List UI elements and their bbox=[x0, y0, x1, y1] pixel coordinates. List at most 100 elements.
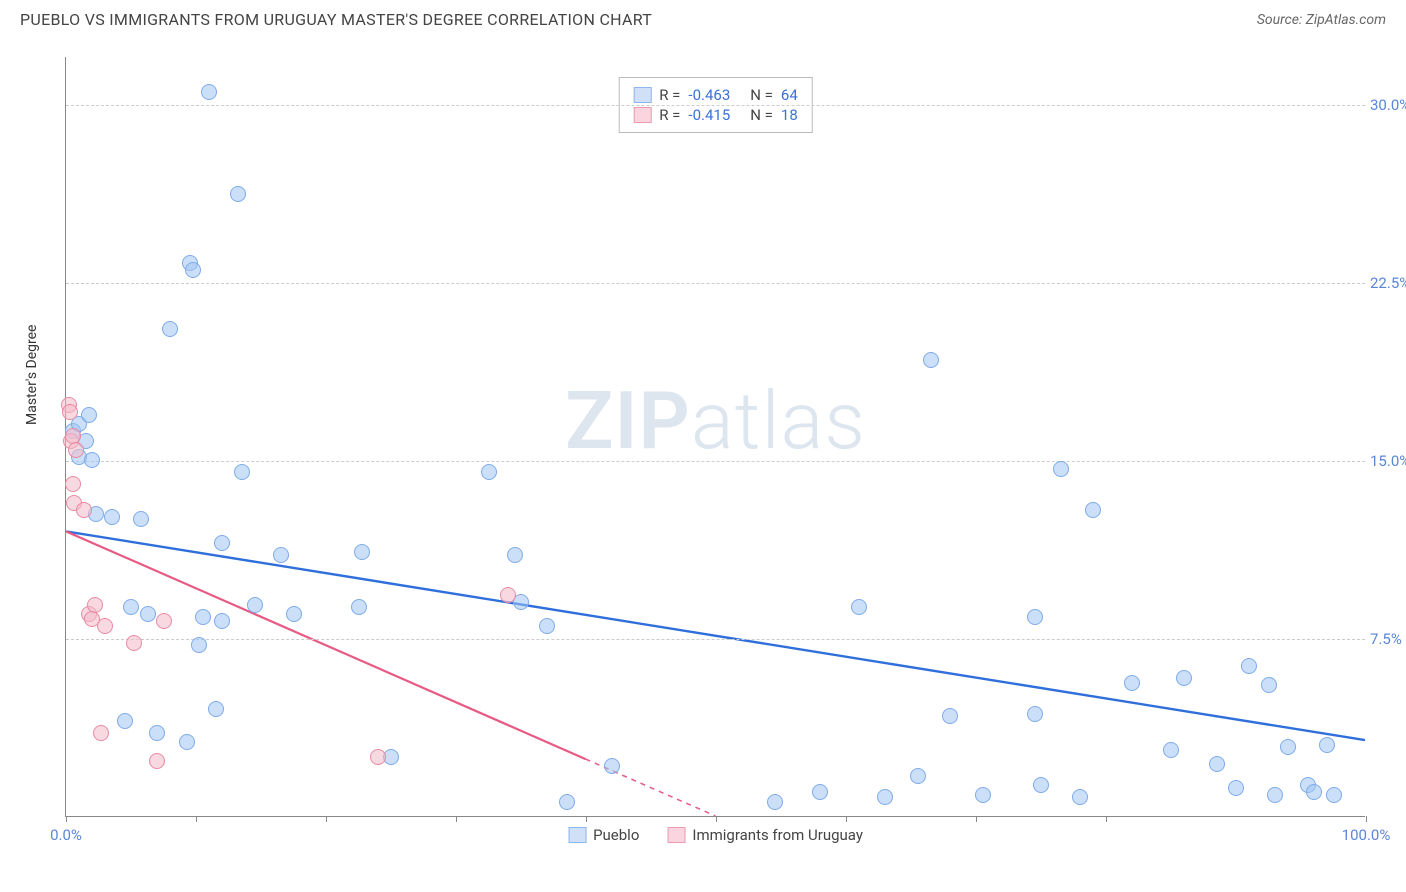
watermark-bold: ZIP bbox=[565, 374, 691, 468]
x-tick bbox=[456, 816, 457, 822]
y-axis-title: Master's Degree bbox=[24, 325, 40, 425]
legend-swatch bbox=[568, 827, 586, 843]
data-point bbox=[351, 599, 367, 615]
series-legend-label: Immigrants from Uruguay bbox=[692, 826, 863, 844]
series-legend: Pueblo Immigrants from Uruguay bbox=[568, 826, 863, 844]
data-point bbox=[195, 609, 211, 625]
data-point bbox=[149, 725, 165, 741]
legend-swatch bbox=[667, 827, 685, 843]
legend-n-value: 18 bbox=[781, 106, 798, 124]
data-point bbox=[117, 713, 133, 729]
x-tick bbox=[196, 816, 197, 822]
series-legend-label: Pueblo bbox=[593, 826, 639, 844]
data-point bbox=[68, 442, 84, 458]
x-tick bbox=[1106, 816, 1107, 822]
data-point bbox=[942, 708, 958, 724]
data-point bbox=[559, 794, 575, 810]
data-point bbox=[97, 618, 113, 634]
chart-header: PUEBLO VS IMMIGRANTS FROM URUGUAY MASTER… bbox=[0, 0, 1406, 37]
data-point bbox=[1306, 784, 1322, 800]
data-point bbox=[273, 547, 289, 563]
data-point bbox=[1176, 670, 1192, 686]
source-label: Source: ZipAtlas.com bbox=[1257, 12, 1386, 28]
x-tick-label: 100.0% bbox=[1342, 826, 1391, 844]
data-point bbox=[1053, 461, 1069, 477]
x-tick bbox=[1366, 816, 1367, 822]
data-point bbox=[81, 407, 97, 423]
data-point bbox=[286, 606, 302, 622]
data-point bbox=[1072, 789, 1088, 805]
data-point bbox=[1261, 677, 1277, 693]
legend-r-label: R = bbox=[659, 106, 680, 124]
legend-r-value: -0.463 bbox=[688, 86, 730, 104]
data-point bbox=[126, 635, 142, 651]
data-point bbox=[1228, 780, 1244, 796]
legend-n-value: 64 bbox=[781, 86, 798, 104]
data-point bbox=[133, 511, 149, 527]
data-point bbox=[208, 701, 224, 717]
legend-n-label: N = bbox=[750, 106, 773, 124]
data-point bbox=[214, 535, 230, 551]
x-tick bbox=[586, 816, 587, 822]
data-point bbox=[1085, 502, 1101, 518]
data-point bbox=[76, 502, 92, 518]
data-point bbox=[1267, 787, 1283, 803]
data-point bbox=[214, 613, 230, 629]
data-point bbox=[87, 597, 103, 613]
data-point bbox=[247, 597, 263, 613]
plot-area: ZIPatlas R =-0.463N =64R =-0.415N =18 Pu… bbox=[65, 57, 1365, 817]
y-tick-label: 15.0% bbox=[1370, 452, 1406, 470]
data-point bbox=[179, 734, 195, 750]
data-point bbox=[185, 262, 201, 278]
x-tick bbox=[976, 816, 977, 822]
data-point bbox=[975, 787, 991, 803]
series-legend-item: Pueblo bbox=[568, 826, 639, 844]
legend-n-label: N = bbox=[750, 86, 773, 104]
data-point bbox=[104, 509, 120, 525]
gridline bbox=[66, 461, 1365, 462]
data-point bbox=[1027, 706, 1043, 722]
data-point bbox=[1319, 737, 1335, 753]
data-point bbox=[93, 725, 109, 741]
data-point bbox=[481, 464, 497, 480]
data-point bbox=[1033, 777, 1049, 793]
series-legend-item: Immigrants from Uruguay bbox=[667, 826, 863, 844]
x-tick-label: 0.0% bbox=[50, 826, 82, 844]
legend-r-value: -0.415 bbox=[688, 106, 730, 124]
x-tick bbox=[326, 816, 327, 822]
data-point bbox=[923, 352, 939, 368]
gridline bbox=[66, 639, 1365, 640]
data-point bbox=[201, 84, 217, 100]
data-point bbox=[354, 544, 370, 560]
data-point bbox=[1027, 609, 1043, 625]
x-tick bbox=[66, 816, 67, 822]
data-point bbox=[370, 749, 386, 765]
data-point bbox=[812, 784, 828, 800]
data-point bbox=[500, 587, 516, 603]
data-point bbox=[156, 613, 172, 629]
y-tick-label: 7.5% bbox=[1370, 630, 1406, 648]
data-point bbox=[140, 606, 156, 622]
chart-container: Master's Degree ZIPatlas R =-0.463N =64R… bbox=[20, 37, 1386, 857]
data-point bbox=[162, 321, 178, 337]
data-point bbox=[191, 637, 207, 653]
data-point bbox=[1241, 658, 1257, 674]
legend-row: R = -0.463 N = 64 bbox=[633, 86, 798, 104]
y-tick-label: 30.0% bbox=[1370, 96, 1406, 114]
legend-r-label: R = bbox=[659, 86, 680, 104]
x-tick bbox=[716, 816, 717, 822]
data-point bbox=[1209, 756, 1225, 772]
data-point bbox=[230, 186, 246, 202]
data-point bbox=[507, 547, 523, 563]
data-point bbox=[149, 753, 165, 769]
data-point bbox=[65, 476, 81, 492]
data-point bbox=[234, 464, 250, 480]
data-point bbox=[539, 618, 555, 634]
watermark-light: atlas bbox=[691, 374, 866, 468]
data-point bbox=[604, 758, 620, 774]
data-point bbox=[1326, 787, 1342, 803]
data-point bbox=[877, 789, 893, 805]
data-point bbox=[851, 599, 867, 615]
legend-swatch bbox=[633, 107, 651, 123]
data-point bbox=[1124, 675, 1140, 691]
